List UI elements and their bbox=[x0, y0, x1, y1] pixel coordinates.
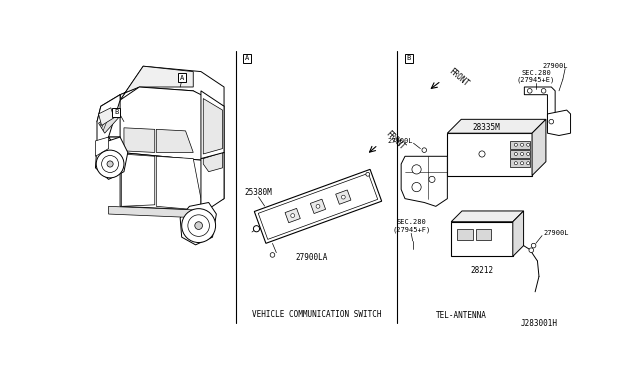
Text: (27945+F): (27945+F) bbox=[392, 226, 430, 233]
Polygon shape bbox=[95, 137, 109, 156]
Polygon shape bbox=[451, 211, 524, 222]
Polygon shape bbox=[99, 108, 114, 125]
Bar bbox=[511, 141, 530, 148]
Circle shape bbox=[520, 153, 524, 155]
Polygon shape bbox=[97, 95, 120, 145]
Text: 27900L: 27900L bbox=[543, 230, 569, 236]
Circle shape bbox=[412, 183, 421, 192]
Text: B: B bbox=[114, 109, 118, 115]
Polygon shape bbox=[120, 66, 224, 106]
Text: TEL-ANTENNA: TEL-ANTENNA bbox=[436, 311, 486, 320]
Polygon shape bbox=[120, 66, 193, 100]
Circle shape bbox=[270, 253, 275, 257]
Polygon shape bbox=[122, 154, 155, 206]
Circle shape bbox=[529, 248, 534, 253]
Text: 28212: 28212 bbox=[470, 266, 493, 275]
Polygon shape bbox=[97, 95, 120, 137]
Polygon shape bbox=[285, 208, 300, 223]
Circle shape bbox=[515, 143, 517, 146]
Text: (27945+E): (27945+E) bbox=[516, 77, 555, 83]
Text: VEHICLE COMMUNICATION SWITCH: VEHICLE COMMUNICATION SWITCH bbox=[252, 310, 381, 319]
Text: B: B bbox=[407, 55, 411, 61]
Circle shape bbox=[541, 89, 546, 93]
Circle shape bbox=[527, 143, 530, 146]
Circle shape bbox=[253, 226, 260, 232]
Circle shape bbox=[316, 205, 320, 208]
Bar bbox=[447, 133, 532, 176]
Circle shape bbox=[527, 162, 530, 165]
Circle shape bbox=[422, 148, 427, 153]
Circle shape bbox=[515, 153, 517, 155]
Circle shape bbox=[188, 215, 209, 236]
Circle shape bbox=[412, 165, 421, 174]
Polygon shape bbox=[201, 153, 224, 210]
Polygon shape bbox=[310, 199, 326, 214]
Polygon shape bbox=[254, 169, 381, 243]
Polygon shape bbox=[204, 99, 223, 154]
Bar bbox=[511, 159, 530, 167]
Bar bbox=[476, 230, 492, 240]
Text: 28335M: 28335M bbox=[472, 122, 500, 132]
Text: 27900L: 27900L bbox=[387, 138, 413, 144]
Polygon shape bbox=[180, 202, 216, 245]
Polygon shape bbox=[95, 137, 128, 179]
Circle shape bbox=[531, 243, 536, 248]
Circle shape bbox=[96, 150, 124, 178]
Polygon shape bbox=[156, 156, 201, 210]
Circle shape bbox=[291, 214, 294, 218]
Text: 25380M: 25380M bbox=[244, 188, 273, 197]
Polygon shape bbox=[109, 87, 224, 160]
Circle shape bbox=[182, 209, 216, 243]
Circle shape bbox=[102, 155, 118, 173]
Circle shape bbox=[341, 195, 345, 199]
Polygon shape bbox=[109, 206, 201, 218]
Circle shape bbox=[549, 119, 554, 124]
Polygon shape bbox=[513, 211, 524, 256]
Circle shape bbox=[366, 172, 370, 176]
Polygon shape bbox=[109, 137, 224, 210]
Polygon shape bbox=[99, 114, 118, 133]
Polygon shape bbox=[532, 119, 546, 176]
Bar bbox=[458, 230, 473, 240]
Circle shape bbox=[429, 176, 435, 183]
Text: A: A bbox=[245, 55, 249, 61]
Circle shape bbox=[515, 162, 517, 165]
Text: 27900L: 27900L bbox=[543, 63, 568, 69]
Polygon shape bbox=[204, 153, 223, 172]
Polygon shape bbox=[336, 190, 351, 204]
Polygon shape bbox=[156, 129, 193, 153]
Circle shape bbox=[527, 89, 532, 93]
Circle shape bbox=[527, 153, 530, 155]
Polygon shape bbox=[401, 156, 447, 206]
Bar bbox=[511, 150, 530, 158]
Text: FRONT: FRONT bbox=[447, 67, 470, 89]
Bar bbox=[451, 222, 513, 256]
Text: SEC.280: SEC.280 bbox=[521, 70, 551, 76]
Polygon shape bbox=[447, 119, 546, 133]
Circle shape bbox=[520, 143, 524, 146]
Polygon shape bbox=[124, 128, 155, 153]
Circle shape bbox=[107, 161, 113, 167]
Polygon shape bbox=[524, 87, 555, 128]
Circle shape bbox=[195, 222, 202, 230]
Text: FRONT: FRONT bbox=[383, 129, 406, 152]
Text: SEC.280: SEC.280 bbox=[396, 219, 426, 225]
Circle shape bbox=[520, 162, 524, 165]
Circle shape bbox=[479, 151, 485, 157]
Polygon shape bbox=[547, 110, 570, 135]
Polygon shape bbox=[201, 91, 224, 158]
Text: 27900LA: 27900LA bbox=[296, 253, 328, 262]
Text: J283001H: J283001H bbox=[520, 319, 557, 328]
Text: A: A bbox=[180, 75, 184, 81]
